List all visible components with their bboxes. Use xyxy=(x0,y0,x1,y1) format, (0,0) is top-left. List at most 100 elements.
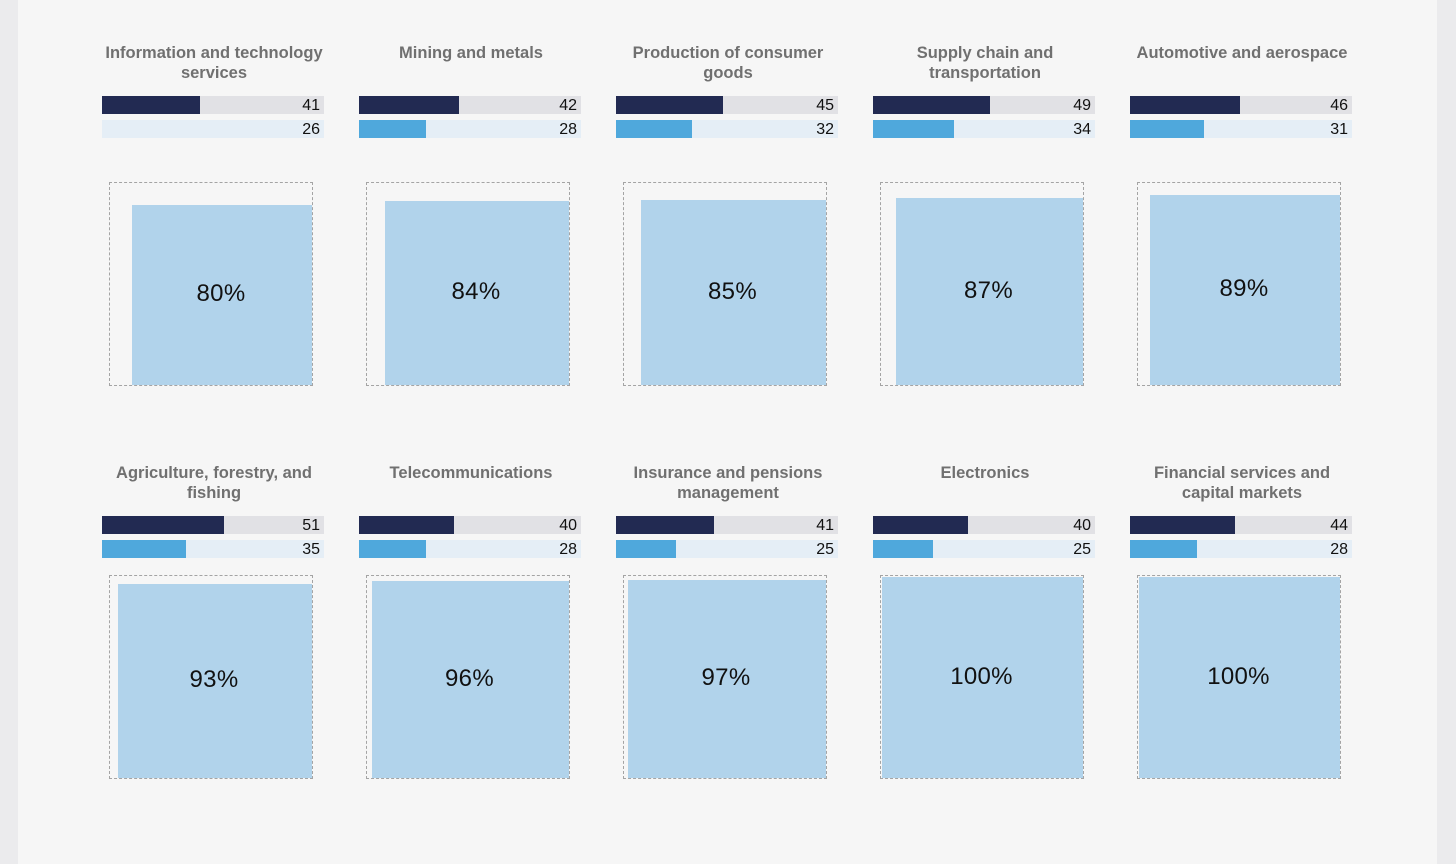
percent-label: 80% xyxy=(196,280,246,307)
dark-bar xyxy=(1130,516,1235,534)
dark-bar-row: 46 xyxy=(1130,96,1354,114)
panel-title: Supply chain and transportation xyxy=(916,44,1054,82)
percent-square xyxy=(896,198,1083,385)
percent-square xyxy=(132,205,312,385)
panel-title: Automotive and aerospace xyxy=(1136,44,1348,62)
light-bar-value: 32 xyxy=(816,121,834,138)
industry-panel: Financial services and capital markets 44… xyxy=(1130,463,1354,823)
dark-bar xyxy=(1130,96,1240,114)
percent-square xyxy=(641,200,826,385)
dark-bar-row: 40 xyxy=(359,516,583,534)
percent-square-outline: 80% xyxy=(109,182,313,386)
dark-bar xyxy=(873,516,968,534)
panel-title: Electronics xyxy=(940,464,1030,482)
percent-square-outline: 97% xyxy=(623,575,827,779)
light-bar-value: 28 xyxy=(559,121,577,138)
percent-square-outline: 84% xyxy=(366,182,570,386)
light-bar-row: 28 xyxy=(359,120,583,138)
light-bar-row: 32 xyxy=(616,120,840,138)
percent-square-outline: 100% xyxy=(880,575,1084,779)
percent-label: 100% xyxy=(1207,662,1270,690)
percent-square xyxy=(1150,195,1340,385)
light-bar-row: 28 xyxy=(1130,540,1354,558)
industry-panel: Mining and metals 42 28 84% xyxy=(359,43,583,403)
dark-bar-value: 41 xyxy=(816,517,834,534)
percent-square xyxy=(628,580,826,778)
light-bar-row: 26 xyxy=(102,120,326,138)
percent-square-outline: 89% xyxy=(1137,182,1341,386)
percent-label: 85% xyxy=(708,277,757,305)
light-bar-value: 28 xyxy=(1330,541,1348,558)
dark-bar-value: 45 xyxy=(816,97,834,114)
percent-square xyxy=(385,201,569,385)
dark-bar xyxy=(359,96,459,114)
dark-bar xyxy=(102,96,200,114)
panel-title: Mining and metals xyxy=(399,44,543,62)
dark-bar xyxy=(873,96,990,114)
percent-label: 87% xyxy=(964,276,1013,304)
dark-bar-row: 41 xyxy=(102,96,326,114)
dark-bar-value: 46 xyxy=(1330,97,1348,114)
industry-panel: Production of consumer goods 45 32 85% xyxy=(616,43,840,403)
dark-bar-row: 51 xyxy=(102,516,326,534)
light-bar-value: 25 xyxy=(1073,541,1091,558)
dark-bar-row: 42 xyxy=(359,96,583,114)
light-bar-value: 25 xyxy=(816,541,834,558)
light-bar-value: 35 xyxy=(302,541,320,558)
dark-bar xyxy=(616,96,723,114)
light-bar xyxy=(359,540,426,558)
dark-bar-row: 40 xyxy=(873,516,1097,534)
light-bar xyxy=(102,540,186,558)
dark-bar-row: 41 xyxy=(616,516,840,534)
percent-square xyxy=(372,581,569,778)
panel-title: Production of consumer goods xyxy=(632,44,824,82)
industry-panel: Agriculture, forestry, and fishing 51 35 93… xyxy=(102,463,326,823)
percent-label: 84% xyxy=(451,278,501,305)
industry-panel: Electronics 40 25 100% xyxy=(873,463,1097,823)
chart-page: Information and technology services 41 26 8… xyxy=(18,0,1437,864)
panel-title: Agriculture, forestry, and fishing xyxy=(116,464,312,502)
percent-square-outline: 93% xyxy=(109,575,313,779)
percent-square-outline: 87% xyxy=(880,182,1084,386)
dark-bar-value: 51 xyxy=(302,517,320,534)
light-bar xyxy=(873,540,933,558)
light-bar xyxy=(616,120,692,138)
light-bar-row: 25 xyxy=(873,540,1097,558)
percent-square-outline: 96% xyxy=(366,575,570,779)
light-bar-row: 35 xyxy=(102,540,326,558)
dark-bar xyxy=(616,516,714,534)
percent-square xyxy=(118,584,312,778)
light-bar-track xyxy=(102,120,324,138)
light-bar-value: 34 xyxy=(1073,121,1091,138)
panel-title: Insurance and pensions management xyxy=(633,464,823,502)
dark-bar-row: 49 xyxy=(873,96,1097,114)
light-bar xyxy=(1130,540,1197,558)
industry-panel: Telecommunications 40 28 96% xyxy=(359,463,583,823)
dark-bar-value: 40 xyxy=(1073,517,1091,534)
light-bar-value: 28 xyxy=(559,541,577,558)
light-bar xyxy=(359,120,426,138)
industry-panel: Insurance and pensions management 41 25 97% xyxy=(616,463,840,823)
dark-bar-value: 40 xyxy=(559,517,577,534)
dark-bar-value: 42 xyxy=(559,97,577,114)
percent-square-outline: 100% xyxy=(1137,575,1341,779)
percent-label: 97% xyxy=(701,664,751,691)
dark-bar xyxy=(102,516,224,534)
dark-bar-value: 49 xyxy=(1073,97,1091,114)
industry-panel: Supply chain and transportation 49 34 87% xyxy=(873,43,1097,403)
dark-bar-row: 45 xyxy=(616,96,840,114)
light-bar xyxy=(873,120,954,138)
dark-bar xyxy=(359,516,454,534)
percent-label: 89% xyxy=(1219,275,1269,302)
light-bar-row: 34 xyxy=(873,120,1097,138)
percent-square xyxy=(1139,577,1340,778)
percent-label: 93% xyxy=(189,666,239,693)
light-bar xyxy=(616,540,676,558)
light-bar xyxy=(1130,120,1204,138)
industry-panel: Information and technology services 41 26 8… xyxy=(102,43,326,403)
light-bar-value: 31 xyxy=(1330,121,1348,138)
light-bar-value: 26 xyxy=(302,121,320,138)
panel-title: Telecommunications xyxy=(389,464,553,482)
percent-square-outline: 85% xyxy=(623,182,827,386)
light-bar-row: 31 xyxy=(1130,120,1354,138)
